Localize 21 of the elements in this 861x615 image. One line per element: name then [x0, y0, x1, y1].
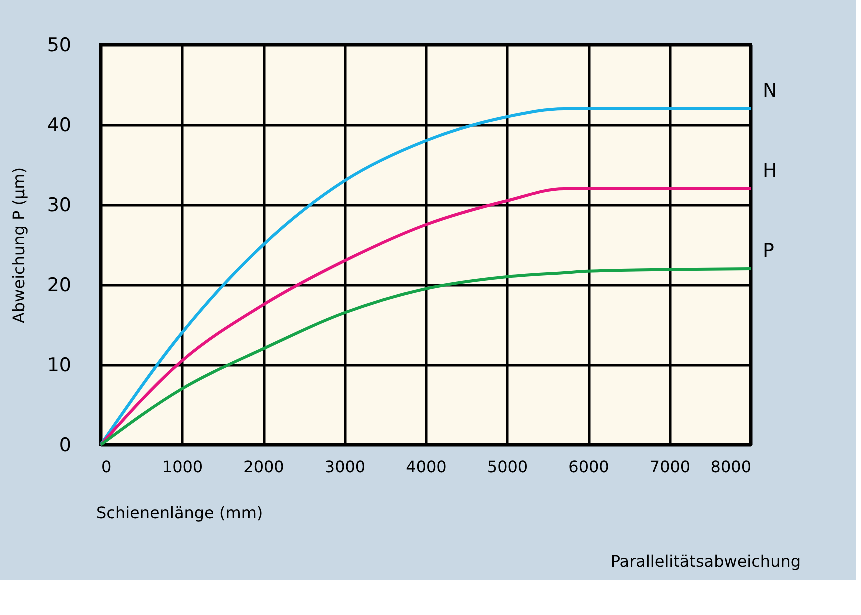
y-tick-label: 50 [47, 34, 72, 56]
x-tick-label: 5000 [487, 458, 528, 476]
y-axis-title: Abweichung P (µm) [9, 168, 28, 324]
x-tick-label: 4000 [406, 458, 447, 476]
series-label: P [763, 240, 774, 262]
y-tick-label: 30 [47, 194, 72, 216]
x-tick-label: 0 [102, 458, 112, 476]
text: Parallelitätsabweichung [610, 552, 801, 571]
y-tick-label: 0 [59, 434, 72, 456]
y-tick-label: 40 [47, 114, 72, 136]
x-tick-label: 3000 [324, 458, 366, 476]
x-tick-label: 6000 [568, 458, 610, 476]
x-tick-label: 8000 [710, 458, 752, 476]
y-tick-label: 10 [47, 354, 72, 376]
series-label: H [763, 160, 778, 182]
series-label: N [763, 80, 778, 102]
x-tick-label: 1000 [162, 458, 204, 476]
x-axis-title: Schienenlänge (mm) [96, 504, 264, 522]
y-tick-label: 20 [47, 274, 72, 296]
x-tick-label: 2000 [244, 458, 284, 476]
x-tick-label: 7000 [650, 458, 691, 476]
